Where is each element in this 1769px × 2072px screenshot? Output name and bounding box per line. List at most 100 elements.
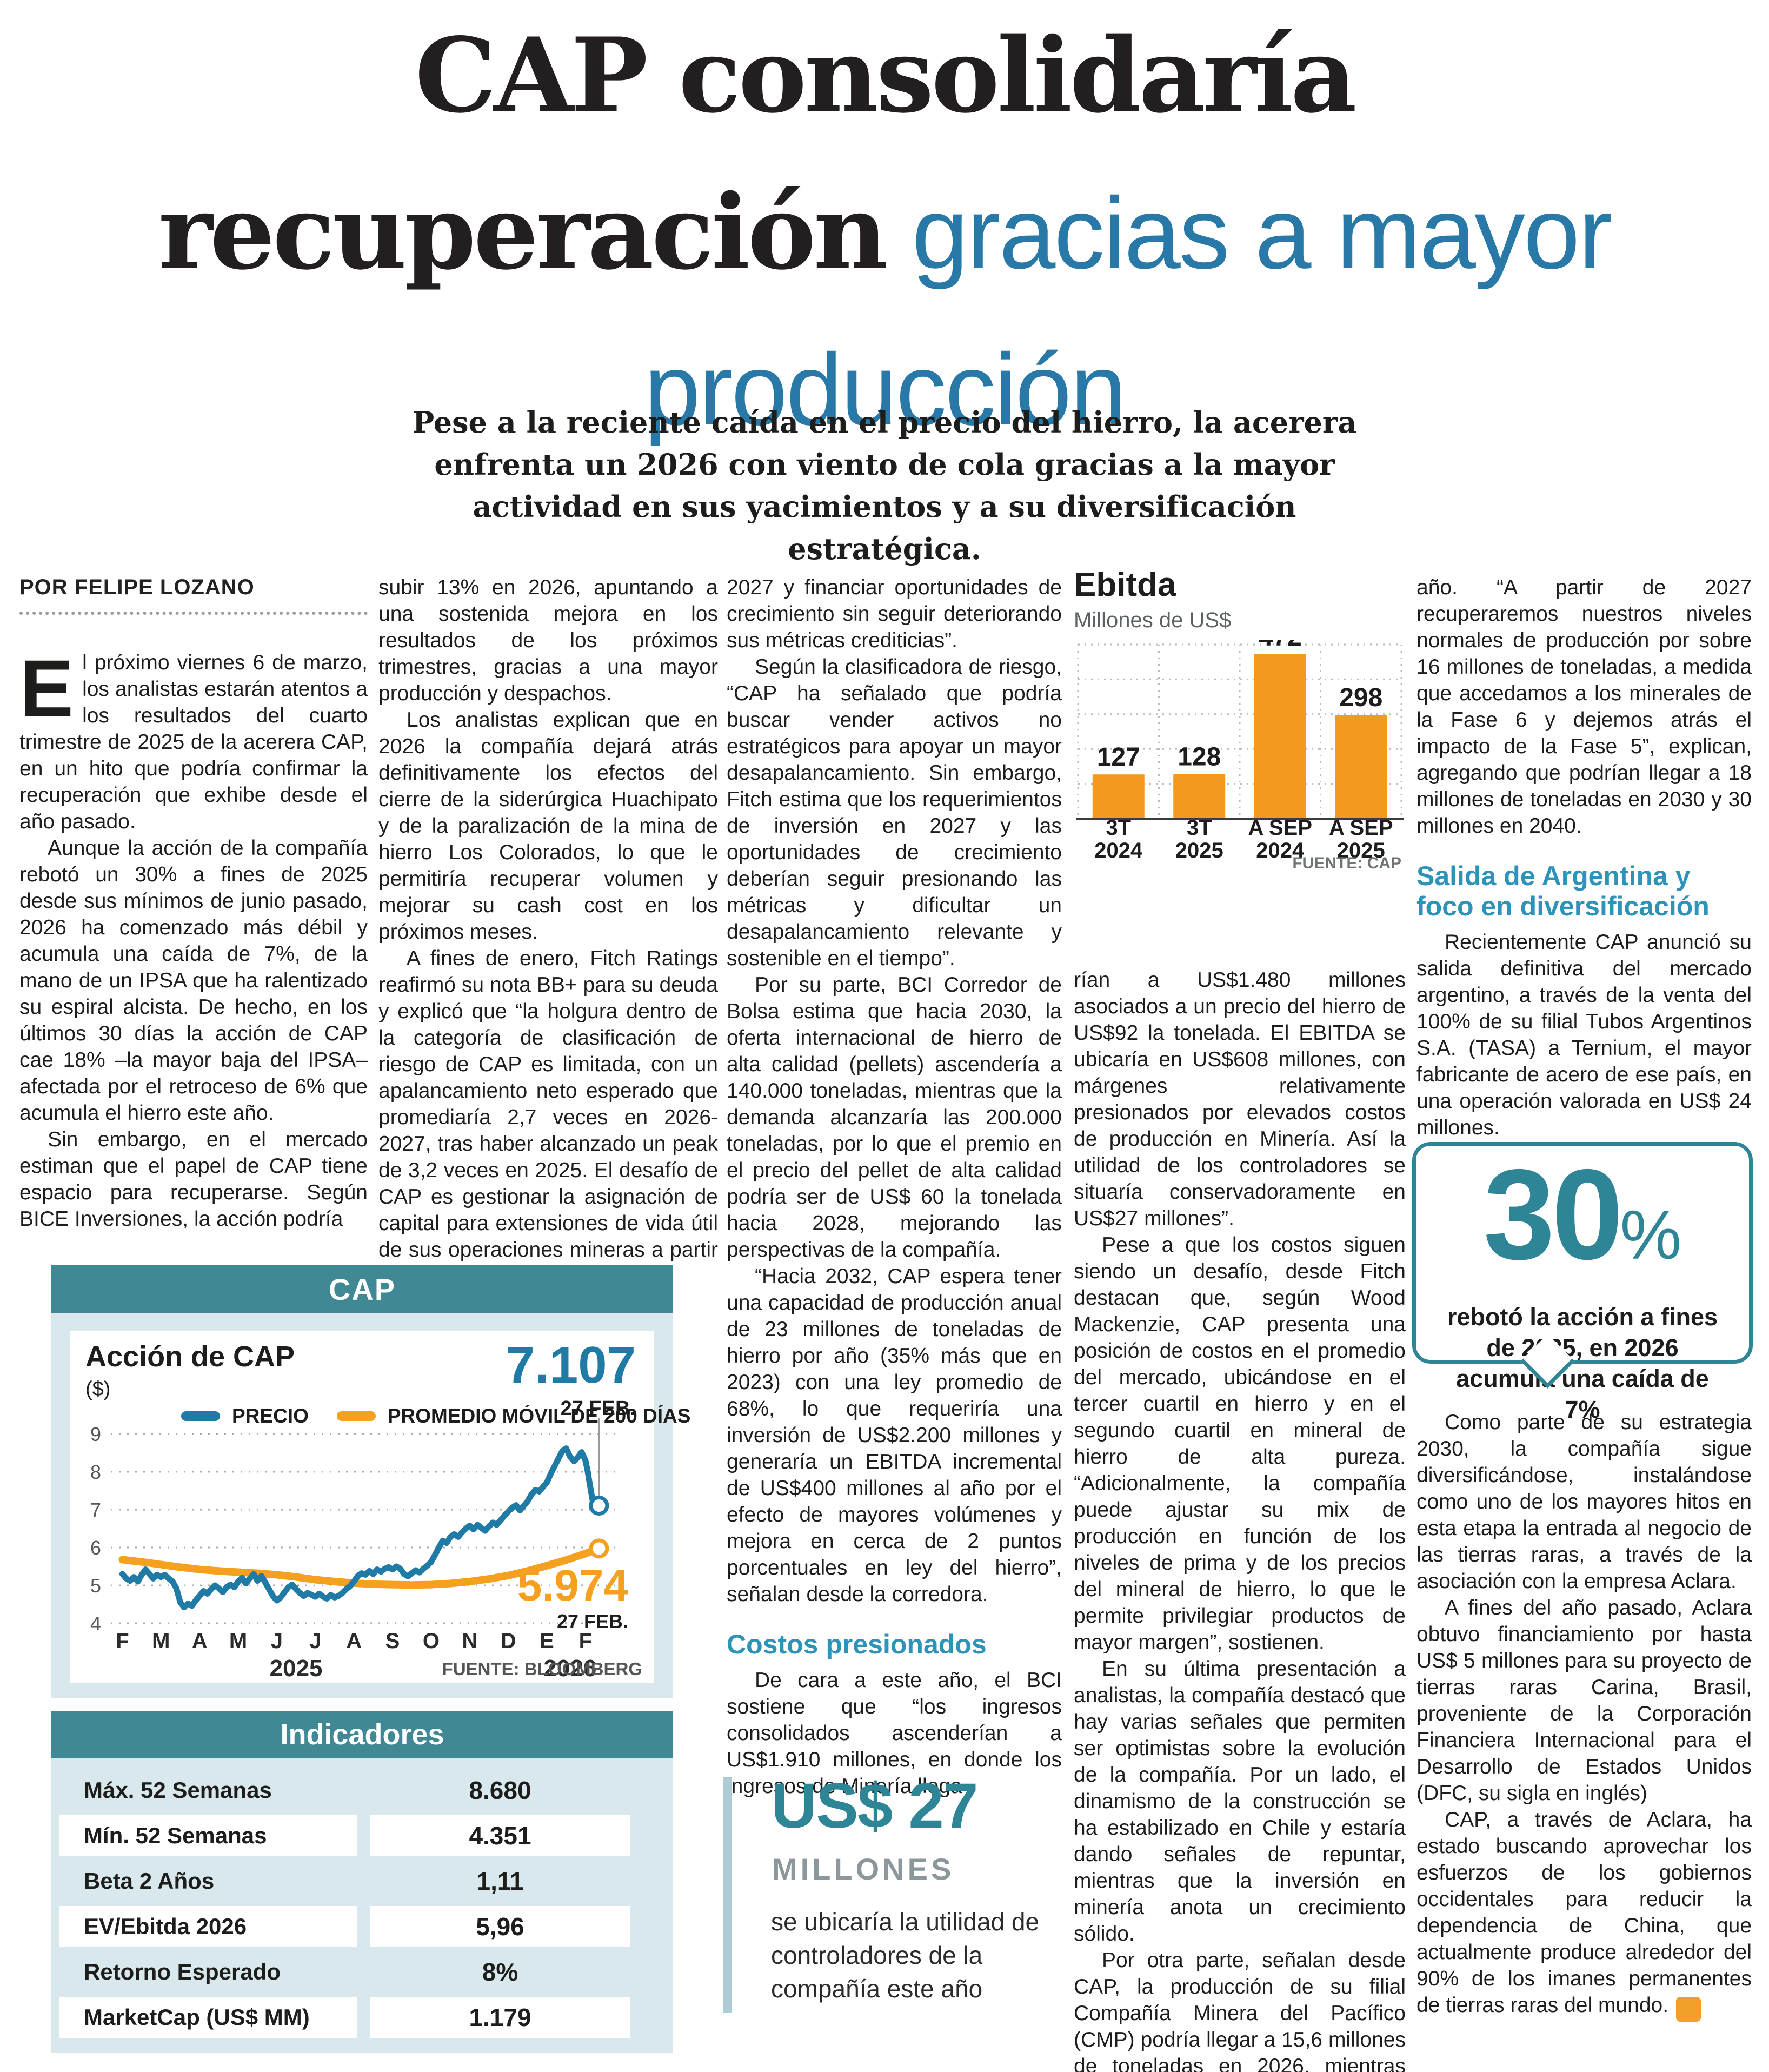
row-label: Mín. 52 Semanas [59,1815,357,1856]
svg-text:298: 298 [1339,683,1382,712]
svg-text:127: 127 [1097,743,1140,772]
row-label: Retorno Esperado [84,1959,281,1984]
legend-price-swatch [181,1411,220,1421]
pullquote-number: 30% [1416,1151,1749,1295]
legend-ma-label: PROMEDIO MÓVIL DE 200 DÍAS [387,1405,691,1427]
paragraph: subir 13% en 2026, apuntando a una soste… [378,576,718,705]
ebitda-subtitle: Millones de US$ [1074,608,1232,632]
row-value: 4.351 [370,1815,630,1856]
svg-text:O: O [423,1629,440,1653]
svg-text:3T: 3T [1106,816,1131,840]
pullquote-text: rebotó la acción a fines de 2025, en 202… [1447,1303,1718,1423]
svg-text:6: 6 [90,1537,101,1559]
stock-chart-unit: ($) [85,1378,111,1400]
svg-text:2024: 2024 [1094,839,1143,862]
svg-text:A: A [346,1629,362,1653]
indicators-table: Indicadores Máx. 52 Semanas 8.680 Mín. 5… [51,1711,673,2053]
svg-text:A SEP: A SEP [1329,816,1393,840]
paragraph: A fines de enero, Fitch Ratings reafirmó… [378,947,718,1288]
headline-line2-black: recuperación [158,172,888,293]
article-lede: Pese a la reciente caída en el precio de… [412,405,1357,566]
svg-text:472: 472 [1259,640,1302,652]
svg-text:M: M [152,1629,170,1653]
callout-us27: US$ 27 MILLONES se ubicaría la utilidad … [723,1769,1069,2013]
svg-text:N: N [462,1629,477,1653]
svg-text:2025: 2025 [1175,839,1223,862]
svg-text:M: M [229,1629,247,1653]
ebitda-title: Ebitda [1074,566,1176,603]
svg-text:FUENTE: CAP: FUENTE: CAP [1292,854,1401,870]
svg-text:A: A [192,1629,208,1653]
paragraph: Recientemente CAP anunció su salida defi… [1416,931,1752,1139]
svg-text:J: J [309,1629,321,1653]
paragraph: Aunque la acción de la compañía rebotó u… [19,836,368,1125]
paragraph: “Hacia 2032, CAP espera tener una capaci… [727,1265,1062,1606]
ebitda-chart: Ebitda Millones de US$ 1271284722983T202… [1074,566,1406,870]
svg-text:128: 128 [1178,743,1221,772]
svg-text:3T: 3T [1187,816,1212,840]
last-price-value: 7.107 [506,1336,636,1394]
indicators-header: Indicadores [51,1711,673,1758]
row-value: 1,11 [476,1867,524,1895]
row-value: 8.680 [469,1776,531,1804]
headline-line1: CAP consolidaría [415,15,1357,136]
paragraph: Pese a que los costos siguen siendo un d… [1074,1233,1406,1654]
svg-text:D: D [501,1629,516,1653]
paragraph-text: CAP, a través de Aclara, ha estado busca… [1416,1808,1752,2017]
ma-end-value: 5.974 [517,1561,628,1610]
svg-text:J: J [271,1629,283,1653]
paragraph: Por otra parte, señalan desde CAP, la pr… [1074,1949,1406,2072]
svg-text:4: 4 [90,1612,101,1635]
indicators-rows: Máx. 52 Semanas 8.680 Mín. 52 Semanas 4.… [51,1758,673,2040]
callout-text: se ubicaría la utilidad de controladores… [771,1908,1040,2003]
table-row: Beta 2 Años 1,11 [59,1858,673,1904]
pullquote-pct: % [1620,1197,1682,1274]
row-label: MarketCap (US$ MM) [59,1997,357,2038]
drop-cap: E [19,643,74,734]
last-price-date: 27 FEB. [560,1397,636,1420]
svg-text:2024: 2024 [1256,839,1305,862]
paragraph: De cara a este año, el BCI sostiene que … [727,1669,1062,1798]
paragraph: Los analistas explican que en 2026 la co… [378,708,718,944]
row-label: Máx. 52 Semanas [84,1777,272,1803]
row-value: 5,96 [370,1906,630,1947]
headline-line2-blue: gracias a mayor [885,176,1612,290]
stock-chart-card: 9 8 7 6 5 4 F M A M J J A S O N D E F 2025 2026 Acción de CA… [70,1331,690,1683]
magazine-logo-icon: S [1676,1997,1717,2022]
table-row: Retorno Esperado 8% [59,1949,673,1995]
cap-box-header: CAP [51,1265,673,1313]
column-5-lower: Como parte de su estrategia 2030, la com… [1416,1409,1752,2022]
callout-big-number: US$ 27 [771,1770,979,1842]
pullquote-30pct: 30% rebotó la acción a fines de 2025, en… [1412,1142,1753,1423]
paragraph: Por su parte, BCI Corredor de Bolsa esti… [727,973,1062,1261]
section-heading-salida: Salida de Argentina y foco en diversific… [1416,861,1710,921]
stock-chart-title: Acción de CAP [85,1340,295,1373]
svg-text:2025: 2025 [1337,839,1385,862]
stock-chart-legend: PRECIO PROMEDIO MÓVIL DE 200 DÍAS [181,1405,690,1427]
svg-text:F: F [116,1629,129,1653]
row-label: EV/Ebitda 2026 [59,1906,357,1947]
paragraph: CAP, a través de Aclara, ha estado busca… [1416,1807,1752,2022]
table-row: Máx. 52 Semanas 8.680 [59,1768,673,1813]
paragraph: Como parte de su estrategia 2030, la com… [1416,1411,1752,1593]
article-headline: CAP consolidaría recuperación gracias a … [0,14,1769,484]
row-label: Beta 2 Años [84,1868,215,1894]
paragraph: año. “A partir de 2027 recuperaremos nue… [1416,576,1752,838]
row-value: 1.179 [370,1997,630,2038]
legend-ma-swatch [336,1411,376,1421]
svg-text:9: 9 [90,1423,101,1445]
paragraph: rían a US$1.480 millones asociados a un … [1074,968,1406,1230]
legend-price-label: PRECIO [232,1405,309,1427]
svg-text:2026: 2026 [543,1655,596,1682]
byline-rule [19,612,368,615]
ma-end-date: 27 FEB. [556,1610,628,1632]
paragraph: En su última presentación a analistas, l… [1074,1657,1406,1945]
callout-accent-bar [723,1777,732,2013]
table-row: EV/Ebitda 2026 5,96 [59,1904,673,1949]
svg-text:A SEP: A SEP [1248,816,1312,840]
svg-text:7: 7 [90,1499,101,1521]
